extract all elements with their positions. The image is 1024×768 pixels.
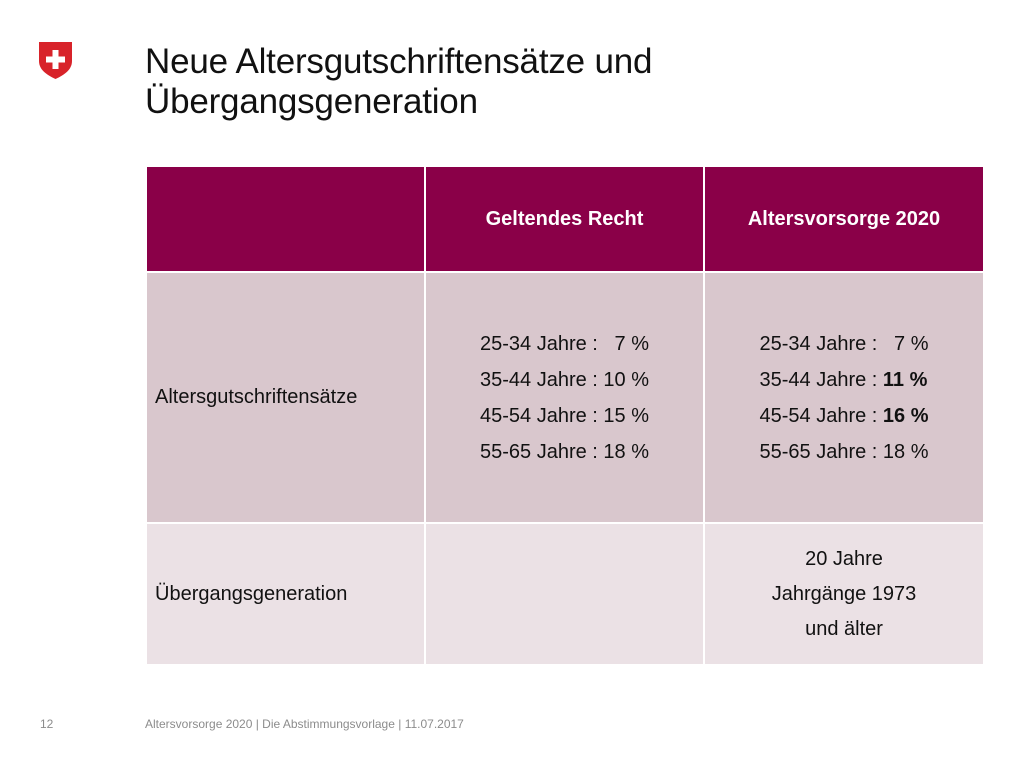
rate-age-range: 25-34 Jahre : (759, 332, 895, 355)
rate-line: 55-65 Jahre : 18 % (480, 440, 649, 463)
rate-value-changed: 16 % (882, 404, 929, 427)
rate-value-changed: 11 % (882, 368, 928, 391)
table-row: Übergangsgeneration 20 Jahre Jahrgänge 1… (145, 522, 985, 666)
transition-text: 20 Jahre Jahrgänge 1973 und älter (705, 542, 983, 647)
rate-list-current: 25-34 Jahre : 7 % 35-44 Jahre : 10 % 45-54… (480, 326, 649, 470)
rate-age-range: 45-54 Jahre : (759, 404, 883, 427)
header-cell-current-law: Geltendes Recht (424, 165, 705, 273)
title-line-2: Übergangsgeneration (145, 82, 478, 121)
row-label-credit-rates: Altersgutschriftensätze (145, 271, 426, 524)
rate-line: 55-65 Jahre : 18 % (759, 434, 928, 470)
rate-line: 25-34 Jahre : 7 % (759, 326, 928, 362)
transition-line: Jahrgänge 1973 (771, 582, 917, 605)
table-row: Altersgutschriftensätze 25-34 Jahre : 7 … (145, 271, 985, 524)
comparison-table: Geltendes Recht Altersvorsorge 2020 Alte… (145, 165, 985, 666)
rate-value: 18 % (882, 440, 929, 463)
rate-list-reform: 25-34 Jahre : 7 % 35-44 Jahre : 11 % 45-54… (759, 326, 928, 470)
rate-line: 45-54 Jahre : 16 % (759, 398, 928, 434)
footer-text: Altersvorsorge 2020 | Die Abstimmungsvor… (145, 717, 464, 731)
rate-age-range: 55-65 Jahre : (759, 440, 883, 463)
title-line-1: Neue Altersgutschriftensätze und (145, 42, 653, 81)
rate-line: 35-44 Jahre : 11 % (759, 362, 928, 398)
swiss-cross-icon (39, 42, 72, 79)
row-label-transition-generation: Übergangsgeneration (145, 522, 426, 666)
cell-reform-transition: 20 Jahre Jahrgänge 1973 und älter (703, 522, 985, 666)
header-cell-reform-2020: Altersvorsorge 2020 (703, 165, 985, 273)
cell-current-transition (424, 522, 705, 666)
rate-line: 25-34 Jahre : 7 % (480, 332, 649, 355)
transition-line: und älter (805, 617, 883, 640)
rate-line: 45-54 Jahre : 15 % (480, 404, 649, 427)
rate-line: 35-44 Jahre : 10 % (480, 368, 649, 391)
transition-line: 20 Jahre (805, 547, 883, 570)
cell-reform-rates: 25-34 Jahre : 7 % 35-44 Jahre : 11 % 45-54… (703, 271, 985, 524)
page-number: 12 (40, 717, 54, 731)
header-cell-empty (145, 165, 426, 273)
table-header-row: Geltendes Recht Altersvorsorge 2020 (145, 165, 985, 273)
rate-age-range: 35-44 Jahre : (759, 368, 883, 391)
rate-value: 7 % (894, 332, 929, 355)
page-title: Neue Altersgutschriftensätze und Übergan… (145, 42, 965, 122)
cell-current-rates: 25-34 Jahre : 7 % 35-44 Jahre : 10 % 45-54… (424, 271, 705, 524)
